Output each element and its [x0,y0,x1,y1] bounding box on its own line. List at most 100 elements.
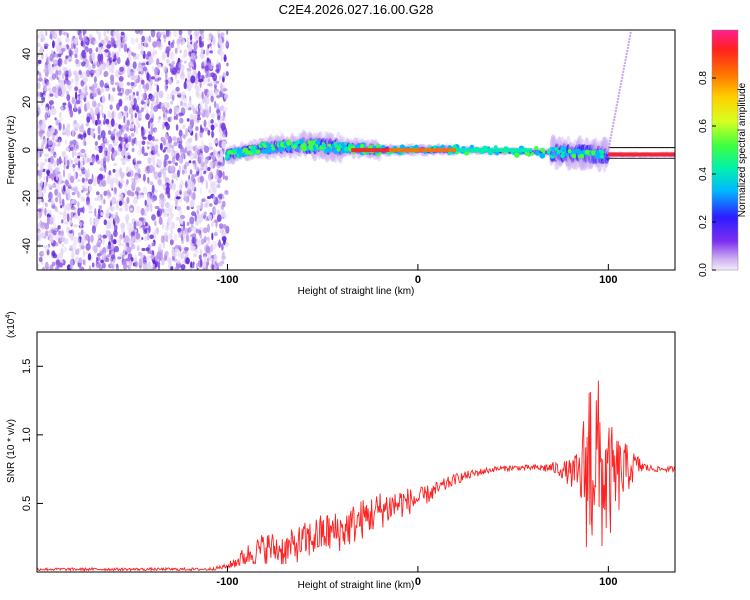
noise-dot [38,256,43,263]
trace-dot [599,149,605,155]
noise-dot [149,118,154,124]
noise-dot [142,66,147,72]
noise-dot [37,104,40,109]
noise-dot [179,218,185,226]
noise-dot [166,58,170,64]
noise-dot [105,210,110,219]
noise-dot [68,50,74,56]
noise-dot [203,255,207,262]
trace-band [351,148,390,153]
noise-dot [223,56,227,61]
noise-dot [186,205,190,211]
noise-dot [57,88,63,97]
noise-dot [190,41,193,45]
noise-dot [52,86,57,93]
noise-dot [90,73,94,78]
noise-dot [95,261,101,268]
noise-dot [196,263,198,269]
noise-dot [170,44,175,49]
trace-dot [540,147,545,153]
noise-dot [115,203,119,210]
noise-dot [85,200,91,206]
noise-dot [60,105,64,110]
noise-dot [176,91,181,95]
trace [224,31,675,173]
noise-dot [160,199,164,208]
noise-dot [109,222,115,229]
noise-dot [101,179,107,187]
noise-dot [222,88,228,92]
noise-dot [81,49,86,59]
noise-dot [150,203,153,213]
rising-line-dot [624,58,627,62]
noise-dot [121,174,124,178]
noise-dot [149,254,155,259]
noise-dot [221,122,226,132]
noise-dot [188,160,192,164]
noise-dot [211,36,216,45]
rising-line-dot [610,130,613,134]
noise-dot [140,107,144,112]
noise-dot [197,157,202,165]
noise-dot [200,161,206,167]
noise-dot [172,172,178,180]
noise-dot [165,186,170,195]
noise-dot [140,194,145,198]
noise-dot [85,122,90,127]
noise-dot [86,102,91,111]
noise-dot [225,40,230,49]
noise-dot [54,167,58,175]
noise-dot [128,135,132,143]
noise-dot [209,65,214,70]
noise-dot [108,219,114,224]
chart-title: C2E4.2026.027.16.00.G28 [279,2,434,17]
noise-dot [63,31,68,36]
noise-dot [51,145,55,154]
noise-dot [189,169,193,175]
noise-dot [79,207,84,213]
noise-dot [149,94,155,102]
noise-dot [207,72,212,78]
noise-dot [186,80,192,88]
noise-dot [169,212,174,219]
noise-dot [190,118,194,127]
noise-dot [183,102,187,107]
noise-dot [109,43,114,48]
noise-dot [98,102,101,108]
noise-dot [54,242,59,247]
noise-dot [142,224,146,232]
noise-dot [77,106,82,115]
noise-dot [65,37,70,43]
noise-dot [192,245,197,252]
noise-dot [44,107,49,112]
noise-dot [156,104,162,109]
noise-dot [198,214,204,223]
noise-dot [132,61,137,69]
noise-dot [141,131,145,138]
noise-dot [183,230,186,239]
noise-dot [37,34,40,39]
trace-dot [334,142,339,147]
rising-line-dot [625,52,628,56]
noise-dot [183,60,187,64]
noise-dot [67,123,70,132]
noise-dot [171,155,176,165]
noise-dot [76,74,80,82]
noise-dot [46,169,50,175]
noise-dot [155,50,158,55]
noise-dot [147,134,153,141]
noise-dot [222,72,227,78]
noise-dot [162,112,166,118]
noise-dot [96,30,99,35]
noise-dot [219,150,224,159]
noise-dot [103,121,106,125]
noise-dot [207,44,210,49]
noise-dot [156,158,160,165]
noise-dot [131,235,135,240]
noise-dot [79,101,83,108]
trace-dot [271,147,276,151]
noise-dot [143,102,147,111]
noise-dot [141,35,146,42]
noise-dot [107,194,111,200]
noise-dot [211,258,215,266]
